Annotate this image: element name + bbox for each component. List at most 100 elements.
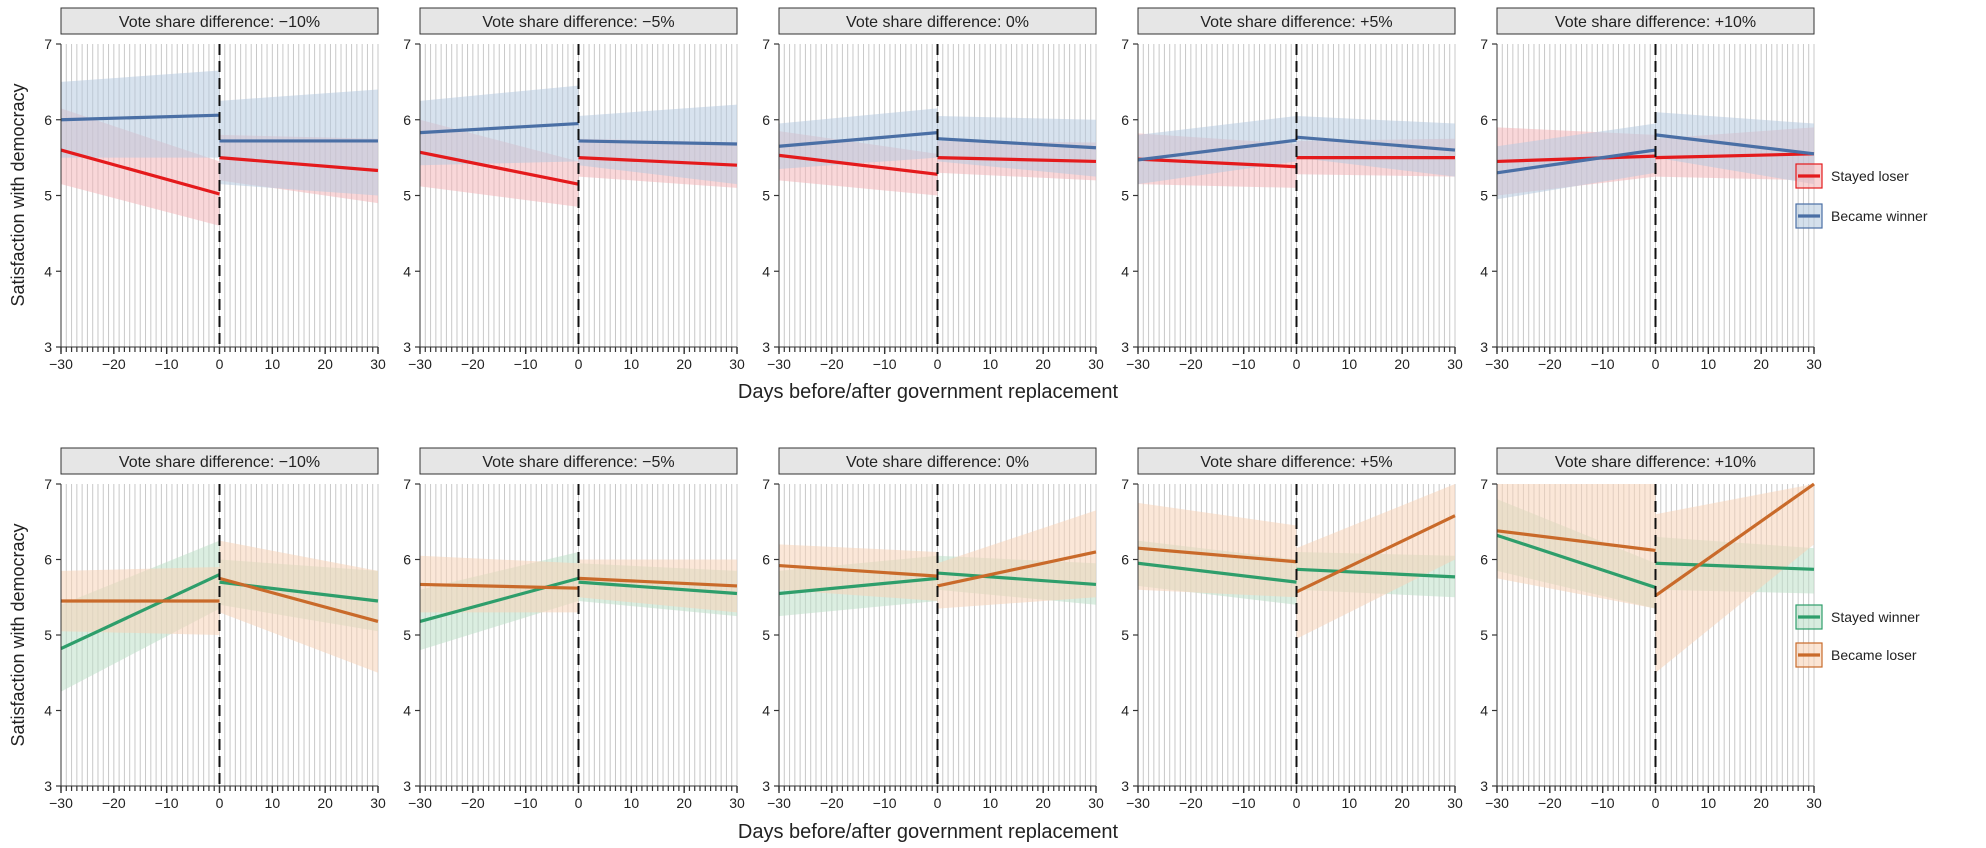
y-tick-label: 3	[1121, 339, 1129, 355]
series-line-s0-post	[937, 571, 1097, 587]
series-line-s1-pre	[419, 582, 579, 590]
x-tick-label: −20	[820, 356, 844, 372]
grid-lines	[778, 44, 1097, 347]
x-tick-label: 0	[1652, 356, 1660, 372]
y-tick-label: 5	[403, 627, 411, 643]
panel-title: Vote share difference: −5%	[482, 14, 674, 31]
x-tick-label: 30	[1806, 356, 1822, 372]
x-tick-label: 20	[1035, 356, 1051, 372]
x-tick-label: 30	[370, 795, 386, 811]
y-tick-label: 7	[44, 476, 52, 492]
y-tick-label: 6	[1480, 112, 1488, 128]
panel-2-4: −30 −20 −10 0 10 20 30 3 4 5 6 7 Vote share differen…	[1121, 447, 1463, 811]
series-line-s1-post	[937, 137, 1097, 150]
series-line-s1-post	[1654, 482, 1815, 598]
series-line-s0-post	[219, 156, 379, 173]
x-axis-title: Days before/after government replacement	[738, 381, 1119, 403]
x-tick-label: 20	[676, 795, 692, 811]
series-line-s0-post	[1655, 561, 1815, 571]
x-tick-label: 10	[265, 356, 281, 372]
x-tick-label: 10	[1701, 356, 1717, 372]
y-axis-title: Satisfaction with democracy	[8, 83, 28, 306]
x-tick-label: 0	[575, 356, 583, 372]
x-tick-label: −10	[1232, 356, 1256, 372]
x-tick-label: 30	[1088, 795, 1104, 811]
ci-ribbon-s1-pre	[1497, 484, 1656, 609]
series-line-s0-pre	[60, 148, 220, 196]
x-tick-label: 30	[1806, 795, 1822, 811]
panel-strip	[419, 7, 738, 35]
series-line-s0-pre	[1496, 533, 1656, 589]
panel-1-5: −30 −20 −10 0 10 20 30 3 4 5 6 7 Vote share differen…	[1480, 7, 1822, 372]
series-line-s1-post	[1295, 514, 1456, 594]
series-line-s1-pre	[1496, 148, 1656, 175]
x-tick-label: −30	[767, 795, 791, 811]
x-tick-label: 20	[317, 356, 333, 372]
x-tick-label: 0	[1293, 356, 1301, 372]
ci-ribbon-s1-pre	[420, 85, 579, 166]
panel-strip	[60, 447, 379, 475]
panel-strip	[778, 7, 1097, 35]
x-tick-label: −20	[1179, 356, 1203, 372]
panel-title: Vote share difference: +5%	[1200, 14, 1392, 31]
x-tick-label: 20	[317, 795, 333, 811]
ci-ribbon-s1-pre	[420, 555, 579, 613]
series-line-s1-post	[937, 550, 1097, 588]
y-tick-label: 6	[1480, 552, 1488, 568]
series-line-s1-post	[219, 576, 379, 623]
y-tick-label: 5	[403, 188, 411, 204]
y-tick-label: 3	[762, 339, 770, 355]
x-tick-label: −20	[1538, 356, 1562, 372]
x-tick-label: −30	[1126, 356, 1150, 372]
panel-title: Vote share difference: 0%	[846, 14, 1029, 31]
x-tick-label: −30	[49, 356, 73, 372]
series-line-s0-post	[937, 156, 1097, 164]
y-tick-label: 7	[1480, 36, 1488, 52]
x-tick-label: −30	[1485, 795, 1509, 811]
ci-ribbon-s1-pre	[61, 70, 220, 158]
y-tick-label: 4	[762, 263, 770, 279]
x-tick-label: 0	[575, 795, 583, 811]
panel-strip	[1496, 447, 1815, 475]
x-tick-label: 0	[1652, 795, 1660, 811]
legend-item: Became winner	[1795, 203, 1928, 229]
panel-title: Vote share difference: −10%	[119, 14, 320, 31]
y-tick-label: 3	[44, 339, 52, 355]
panel-strip	[1137, 447, 1456, 475]
y-tick-label: 4	[762, 703, 770, 719]
series-line-s0-pre	[778, 576, 938, 596]
y-tick-label: 4	[1121, 703, 1129, 719]
x-tick-label: −30	[408, 356, 432, 372]
series-line-s0-post	[1655, 152, 1815, 160]
y-tick-label: 5	[44, 627, 52, 643]
y-tick-label: 3	[1121, 778, 1129, 794]
y-tick-label: 4	[403, 263, 411, 279]
panel-1-2: −30 −20 −10 0 10 20 30 3 4 5 6 7 Vote share differen…	[403, 7, 745, 372]
ci-ribbon-s1-post	[578, 559, 737, 613]
ci-ribbon-s1-post	[1296, 115, 1455, 177]
y-tick-label: 4	[1480, 703, 1488, 719]
y-tick-label: 6	[762, 552, 770, 568]
x-tick-label: 30	[1447, 795, 1463, 811]
panel-title: Vote share difference: −10%	[119, 454, 320, 471]
x-tick-label: −20	[1179, 795, 1203, 811]
y-tick-label: 5	[1121, 627, 1129, 643]
y-tick-label: 3	[762, 778, 770, 794]
y-tick-label: 3	[403, 778, 411, 794]
ci-ribbon-s1-post	[937, 510, 1096, 609]
y-tick-label: 4	[1121, 263, 1129, 279]
panel-2-5: −30 −20 −10 0 10 20 30 3 4 5 6 7 Vote share differen…	[1480, 447, 1822, 811]
panel-2-2: −30 −20 −10 0 10 20 30 3 4 5 6 7 Vote share differen…	[403, 447, 745, 811]
y-tick-label: 3	[44, 778, 52, 794]
y-tick-label: 7	[403, 476, 411, 492]
series-line-s0-pre	[60, 573, 221, 651]
y-tick-label: 5	[762, 627, 770, 643]
series-line-s1-post	[1655, 133, 1815, 156]
y-tick-label: 3	[1480, 339, 1488, 355]
x-tick-label: 10	[983, 356, 999, 372]
ci-ribbon-s1-pre	[779, 544, 938, 602]
x-tick-label: −10	[873, 356, 897, 372]
panel-strip	[778, 447, 1097, 475]
grid-lines	[1137, 44, 1456, 347]
